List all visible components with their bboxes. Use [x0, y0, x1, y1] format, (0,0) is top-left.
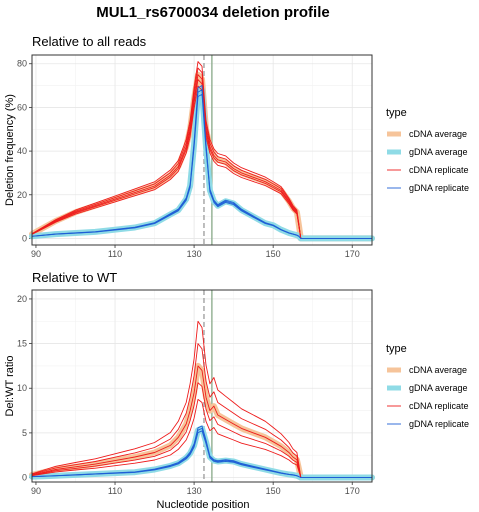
- y-tick-label: 20: [17, 190, 27, 200]
- y-tick-label: 60: [17, 102, 27, 112]
- x-tick-label: 170: [345, 249, 360, 259]
- y-tick-label: 15: [17, 339, 27, 349]
- legend-title: type: [386, 343, 407, 355]
- legend-label: gDNA replicate: [409, 419, 469, 429]
- cdna-replicate-line-4: [31, 382, 372, 478]
- x-tick-label: 90: [31, 486, 41, 496]
- x-tick-label: 170: [345, 486, 360, 496]
- y-tick-label: 40: [17, 146, 27, 156]
- gdna-replicate-line-3: [31, 93, 372, 239]
- panel-subtitle: Relative to all reads: [32, 34, 147, 49]
- x-tick-label: 90: [31, 249, 41, 259]
- y-tick-label: 20: [17, 294, 27, 304]
- legend-label: cDNA average: [409, 129, 467, 139]
- y-axis-label: Deletion frequency (%): [4, 94, 16, 206]
- x-axis-label: Nucleotide position: [157, 499, 250, 511]
- y-tick-label: 0: [22, 233, 27, 243]
- legend-label: gDNA replicate: [409, 183, 469, 193]
- y-axis-label: Del:WT ratio: [4, 356, 16, 417]
- panel-subtitle: Relative to WT: [32, 270, 117, 285]
- panel-relative-to-wt: Relative to WT Del:WT ratio 90 110 130 150 1…: [4, 270, 375, 496]
- y-tick-label: 0: [22, 473, 27, 483]
- cdna-replicate-line-5: [31, 85, 372, 239]
- figure-title: MUL1_rs6700034 deletion profile: [96, 4, 329, 21]
- plot-border: [31, 289, 373, 483]
- panel-relative-to-all-reads: Relative to all reads Deletion frequency…: [4, 34, 375, 259]
- x-tick-label: 110: [108, 249, 122, 259]
- legend-label: cDNA replicate: [409, 165, 469, 175]
- y-tick-label: 10: [17, 383, 27, 393]
- y-tick-label: 5: [22, 428, 27, 438]
- cdna-replicate-line-1: [31, 320, 372, 478]
- legend-label: gDNA average: [409, 147, 468, 157]
- x-tick-label: 130: [187, 249, 202, 259]
- cdna-replicate-line-2: [31, 343, 372, 478]
- plot-border: [31, 54, 373, 246]
- cdna-replicate-line-5: [31, 398, 372, 478]
- x-tick-label: 150: [266, 486, 281, 496]
- x-tick-label: 150: [266, 249, 281, 259]
- legend-label: cDNA replicate: [409, 401, 469, 411]
- legend-label: gDNA average: [409, 383, 468, 393]
- cdna-replicate-line-3: [31, 365, 372, 478]
- x-tick-label: 130: [187, 486, 202, 496]
- gdna-replicate-line-3: [31, 430, 372, 478]
- x-tick-label: 110: [108, 486, 122, 496]
- legend-label: cDNA average: [409, 365, 467, 375]
- y-tick-label: 80: [17, 59, 27, 69]
- legend-title: type: [386, 107, 407, 119]
